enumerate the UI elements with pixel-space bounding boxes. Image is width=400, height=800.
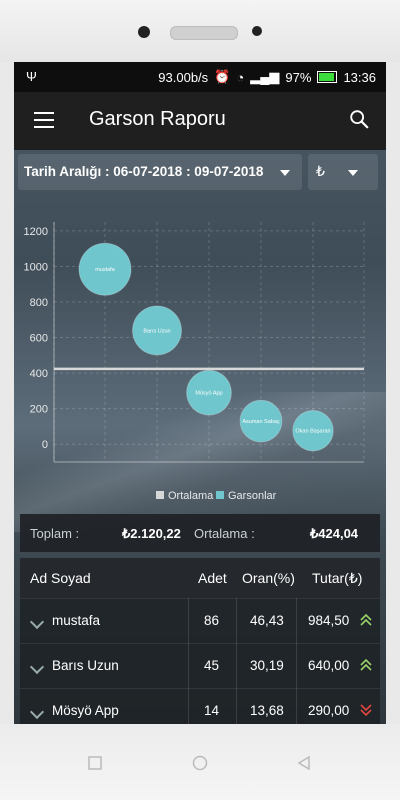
trend-up-icon (360, 658, 372, 671)
waiter-table: Ad Soyad Adet Oran(%) Tutar(₺) mustafa 8… (20, 558, 380, 724)
table-row[interactable]: mustafa 86 46,43 984,50 (20, 598, 380, 643)
cell-count: 14 (204, 703, 220, 718)
legend-swatch-average (156, 491, 164, 499)
column-header-amount[interactable]: Tutar(₺) (312, 570, 363, 586)
filter-bar: Tarih Aralığı : 06-07-2018 : 09-07-2018 … (18, 154, 382, 192)
network-speed: 93.00b/s (158, 69, 209, 85)
total-label: Toplam : (30, 526, 80, 541)
column-header-name[interactable]: Ad Soyad (30, 570, 91, 586)
column-divider (296, 598, 297, 724)
chevron-down-icon[interactable] (29, 614, 45, 630)
hamburger-menu-icon[interactable] (34, 112, 54, 128)
bottom-bezel (0, 724, 400, 800)
bubble-point (78, 242, 132, 296)
chevron-down-icon[interactable] (29, 704, 45, 720)
y-tick-label: 0 (42, 439, 48, 451)
home-icon[interactable] (192, 755, 208, 771)
trend-up-icon (360, 613, 372, 626)
alarm-icon: ⏰ (214, 69, 231, 84)
average-label: Ortalama : (194, 526, 255, 541)
bubble-label: Barıs Uzun (143, 328, 170, 334)
status-bar: Ψ 93.00b/s ⏰ ◔ ▂▄▆ 97% 13:36 (14, 62, 386, 92)
table-row[interactable]: Barıs Uzun 45 30,19 640,00 (20, 643, 380, 688)
legend-label-garsonlar: Garsonlar (228, 490, 277, 502)
column-divider (188, 598, 189, 724)
cell-ratio: 13,68 (250, 703, 284, 718)
legend-swatch-garsonlar (216, 491, 224, 499)
date-range-label: Tarih Aralığı : 06-07-2018 : 09-07-2018 (24, 164, 264, 179)
column-header-ratio[interactable]: Oran(%) (242, 570, 295, 586)
y-tick-label: 1200 (24, 226, 48, 238)
bubble-point (239, 399, 283, 443)
chevron-down-icon (280, 170, 290, 176)
bubble-label: Mösyö App (195, 391, 222, 397)
cell-name: Mösyö App (52, 703, 119, 718)
app-toolbar: Garson Raporu (14, 92, 386, 150)
chevron-down-icon (348, 170, 358, 176)
summary-bar: Toplam : ₺2.120,22 Ortalama : ₺424,04 (20, 514, 380, 552)
battery-percent: 97% (285, 69, 312, 85)
wifi-icon: ◔ (236, 69, 245, 85)
bubble-point (186, 369, 232, 416)
average-value: ₺424,04 (310, 526, 359, 541)
table-row[interactable]: Mösyö App 14 13,68 290,00 (20, 688, 380, 724)
back-icon[interactable] (296, 755, 312, 771)
y-tick-label: 400 (30, 368, 48, 380)
usb-icon: Ψ (26, 69, 37, 84)
legend-label-average: Ortalama (168, 490, 214, 502)
cell-count: 86 (204, 613, 220, 628)
column-header-count[interactable]: Adet (198, 570, 227, 586)
trend-down-icon (360, 704, 372, 717)
waiter-bubble-chart: 1200 1000 800 600 400 200 0 mustafa Barıs Uzun Mö… (24, 222, 365, 502)
bubble-label: Okan Başaran (295, 429, 330, 435)
search-icon[interactable] (348, 108, 370, 130)
cell-name: mustafa (52, 613, 101, 628)
y-tick-label: 1000 (24, 261, 48, 273)
total-value: ₺2.120,22 (122, 526, 181, 541)
signal-icon: ▂▄▆ (250, 69, 280, 84)
front-sensor (252, 26, 262, 36)
chevron-down-icon[interactable] (29, 659, 45, 675)
y-tick-label: 800 (30, 297, 48, 309)
bubble-label: mustafa (95, 267, 116, 273)
bubble-point (132, 305, 182, 356)
page-title: Garson Raporu (89, 108, 226, 130)
currency-label: ₺ (316, 163, 325, 179)
bubble-label: Asuman Sabaç (242, 419, 280, 425)
cell-amount: 984,50 (308, 613, 350, 628)
recent-apps-icon[interactable] (88, 756, 102, 770)
top-bezel (0, 0, 400, 62)
battery-icon (317, 71, 338, 83)
front-camera (138, 26, 150, 38)
bubble-point (292, 409, 334, 452)
app-screen: Ψ 93.00b/s ⏰ ◔ ▂▄▆ 97% 13:36 Garson Rapo… (14, 62, 386, 724)
cell-count: 45 (204, 658, 220, 673)
earpiece-speaker (170, 26, 238, 40)
y-tick-label: 200 (30, 404, 48, 416)
y-tick-label: 600 (30, 333, 48, 345)
date-range-selector[interactable]: Tarih Aralığı : 06-07-2018 : 09-07-2018 (18, 154, 302, 190)
cell-name: Barıs Uzun (52, 658, 119, 673)
cell-ratio: 30,19 (250, 658, 284, 673)
clock: 13:36 (343, 69, 376, 85)
currency-selector[interactable]: ₺ (308, 154, 378, 190)
cell-ratio: 46,43 (250, 613, 284, 628)
column-divider (236, 598, 237, 724)
cell-amount: 640,00 (308, 658, 350, 673)
table-header: Ad Soyad Adet Oran(%) Tutar(₺) (20, 558, 380, 598)
cell-amount: 290,00 (308, 703, 350, 718)
